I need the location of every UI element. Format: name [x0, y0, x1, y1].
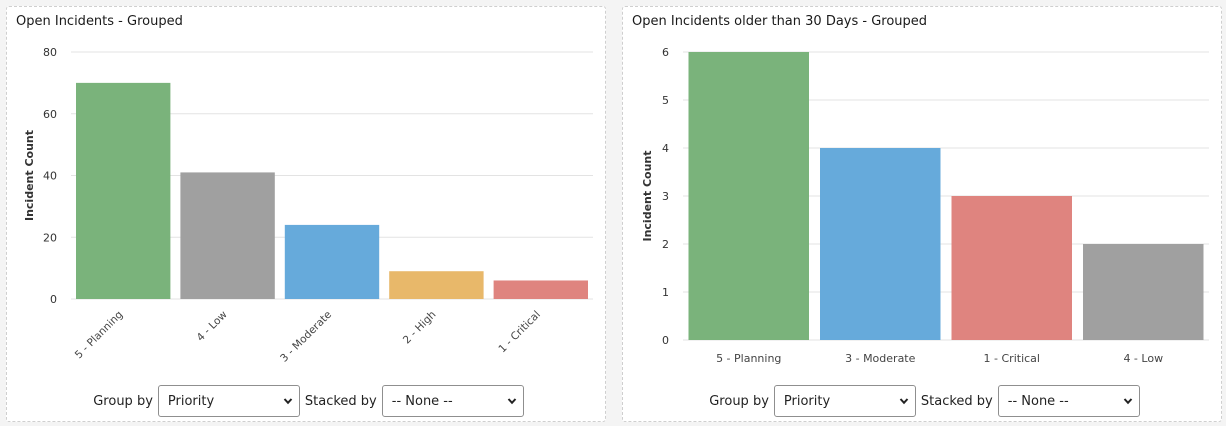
- chart-controls: Group by Priority Stacked by -- None --: [7, 385, 605, 417]
- chart-controls: Group by Priority Stacked by -- None --: [623, 385, 1221, 417]
- chevron-down-icon: [1123, 398, 1132, 405]
- chart-panel-open-incidents: Open Incidents - Grouped 0 20 40 60 80 Incide…: [6, 6, 606, 422]
- stacked-by-select[interactable]: -- None --: [381, 385, 524, 417]
- y-axis-label: Incident Count: [23, 130, 36, 221]
- y-tick-label: 40: [43, 170, 57, 183]
- x-tick-label: 3 - Moderate: [278, 309, 334, 365]
- y-tick-label: 0: [50, 293, 57, 306]
- group-by-select[interactable]: Priority: [157, 385, 300, 417]
- chevron-down-icon: [507, 398, 516, 405]
- group-by-value: Priority: [783, 393, 831, 409]
- bar: [1083, 244, 1204, 340]
- panel-title: Open Incidents older than 30 Days - Grou…: [632, 14, 928, 29]
- group-by-label: Group by: [93, 393, 153, 409]
- chevron-down-icon: [899, 398, 909, 405]
- x-tick-label: 4 - Low: [194, 308, 230, 344]
- group-by-value: Priority: [167, 393, 215, 409]
- bar: [493, 280, 588, 299]
- chart-panel-open-incidents-30-days: Open Incidents older than 30 Days - Grou…: [622, 6, 1222, 422]
- group-by-label: Group by: [709, 393, 769, 409]
- stacked-by-label: Stacked by: [304, 393, 377, 409]
- bar: [688, 52, 809, 340]
- x-tick-label: 5 - Planning: [73, 309, 126, 362]
- bar-chart-open-incidents-30-days: 0 1 2 3 4 5 6 Incident Count 5 - Planning 3 - Mod…: [641, 46, 1209, 365]
- y-tick-label: 6: [662, 46, 669, 59]
- y-tick-label: 60: [43, 108, 57, 121]
- y-tick-label: 20: [43, 231, 57, 244]
- y-tick-label: 5: [662, 94, 669, 107]
- bar-chart-open-incidents: 0 20 40 60 80 Incident Count 5 - Planning 4 - L…: [23, 46, 593, 365]
- group-by-select[interactable]: Priority: [773, 385, 916, 417]
- y-tick-label: 3: [662, 190, 669, 203]
- bar: [820, 148, 941, 340]
- bar: [284, 224, 380, 299]
- stacked-by-value: -- None --: [1007, 393, 1069, 409]
- stacked-by-label: Stacked by: [920, 393, 993, 409]
- y-tick-label: 80: [43, 46, 57, 59]
- x-tick-label: 4 - Low: [1123, 352, 1163, 365]
- stacked-by-value: -- None --: [391, 393, 453, 409]
- chevron-down-icon: [283, 398, 293, 405]
- x-tick-label: 3 - Moderate: [845, 352, 916, 365]
- y-tick-label: 4: [662, 142, 669, 155]
- x-tick-label: 1 - Critical: [496, 309, 543, 356]
- panel-title: Open Incidents - Grouped: [16, 14, 183, 29]
- x-tick-label: 5 - Planning: [716, 352, 781, 365]
- y-tick-label: 1: [662, 286, 669, 299]
- y-tick-label: 2: [662, 238, 669, 251]
- bar: [951, 196, 1072, 340]
- bar: [389, 271, 484, 299]
- stacked-by-select[interactable]: -- None --: [997, 385, 1140, 417]
- bar: [180, 172, 275, 299]
- x-tick-label: 2 - High: [401, 309, 439, 347]
- y-axis-label: Incident Count: [641, 150, 654, 241]
- x-tick-label: 1 - Critical: [984, 352, 1040, 365]
- bar: [76, 82, 171, 299]
- y-tick-label: 0: [662, 334, 669, 347]
